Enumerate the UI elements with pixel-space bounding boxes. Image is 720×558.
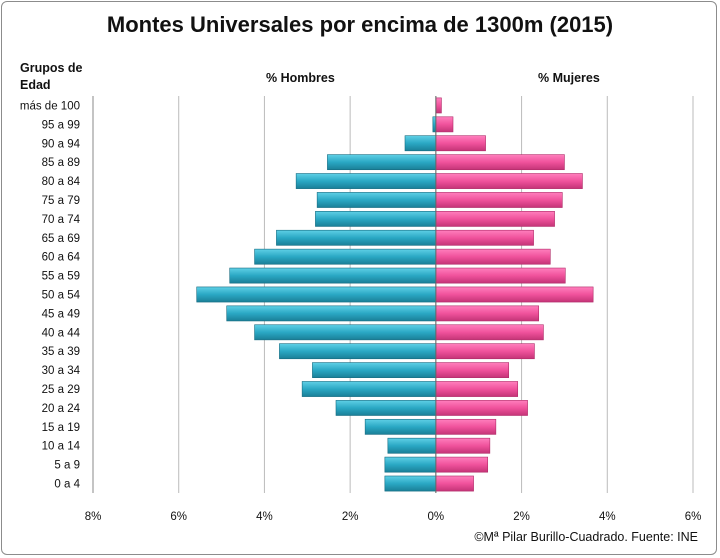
bar-mujeres [435, 475, 474, 492]
bar-mujeres [435, 400, 528, 416]
bar-hombres [364, 418, 437, 435]
x-tick-label: 6% [685, 511, 702, 523]
bar-mujeres [435, 229, 534, 246]
source-footer: ©Mª Pilar Burillo-Cuadrado. Fuente: INE [474, 530, 698, 544]
y-tick-label: 40 a 44 [42, 327, 81, 339]
bar-hombres [384, 475, 437, 492]
y-tick-label: 35 a 39 [42, 346, 80, 358]
y-tick-label: 85 a 89 [42, 157, 80, 169]
y-tick-label: 0 a 4 [54, 479, 80, 491]
y-tick-label: 65 a 69 [42, 233, 80, 245]
bar-hombres [279, 343, 437, 360]
y-tick-label: 10 a 14 [42, 441, 81, 453]
bar-mujeres [435, 381, 519, 397]
y-tick-label: 50 a 54 [42, 290, 81, 302]
y-tick-label: 55 a 59 [42, 271, 80, 283]
chart-title: Montes Universales por encima de 1300m (… [106, 12, 614, 37]
x-tick-label: 4% [256, 511, 273, 523]
y-tick-label: 90 a 94 [42, 138, 81, 150]
bar-hombres [404, 135, 437, 152]
bar-mujeres [435, 418, 497, 435]
y-tick-label: 75 a 79 [42, 195, 80, 207]
bar-mujeres [435, 305, 540, 322]
bar-hombres [229, 267, 437, 284]
bar-mujeres [435, 362, 510, 378]
x-tick-label: 2% [342, 511, 359, 523]
bar-hombres [312, 362, 437, 378]
y-tick-label: 5 a 9 [54, 460, 80, 472]
bar-hombres [196, 286, 437, 303]
y-tick-label: 45 a 49 [42, 308, 80, 320]
bar-mujeres [435, 116, 454, 133]
series-label-mujeres: % Mujeres [538, 71, 600, 85]
bar-hombres [335, 400, 437, 416]
bar-mujeres [435, 192, 563, 208]
bar-mujeres [435, 343, 535, 360]
bar-mujeres [435, 267, 566, 284]
y-axis-label: Grupos de Edad [20, 61, 83, 92]
y-tick-label: 95 a 99 [42, 119, 80, 131]
bar-hombres [327, 154, 437, 171]
series-label-hombres: % Hombres [266, 71, 335, 85]
x-tick-label: 6% [170, 511, 187, 523]
bar-mujeres [435, 97, 442, 114]
bar-hombres [301, 381, 437, 397]
bar-mujeres [435, 173, 583, 189]
bar-hombres [276, 229, 437, 246]
bar-mujeres [435, 286, 594, 303]
x-tick-label: 4% [599, 511, 616, 523]
x-tick-label: 2% [513, 511, 530, 523]
y-tick-label: 80 a 84 [42, 176, 81, 188]
y-tick-label: 20 a 24 [42, 403, 81, 415]
bar-mujeres [435, 154, 565, 171]
y-tick-label: 30 a 34 [42, 365, 81, 377]
y-tick-label: 60 a 64 [42, 252, 81, 264]
y-tick-label: 25 a 29 [42, 384, 80, 396]
x-tick-label: 8% [85, 511, 102, 523]
bar-hombres [387, 437, 437, 454]
bar-hombres [295, 173, 437, 189]
y-tick-label: 15 a 19 [42, 422, 80, 434]
bar-mujeres [435, 248, 551, 265]
bar-hombres [316, 192, 437, 208]
bar-hombres [384, 456, 437, 473]
y-tick-label: 70 a 74 [42, 214, 81, 226]
bar-hombres [254, 248, 437, 265]
y-tick-label: más de 100 [20, 100, 80, 112]
bar-hombres [315, 211, 437, 227]
bar-mujeres [435, 211, 555, 227]
bar-hombres [254, 324, 437, 341]
bar-mujeres [435, 437, 491, 454]
bar-mujeres [435, 456, 489, 473]
x-tick-label: 0% [428, 511, 445, 523]
bar-mujeres [435, 324, 544, 341]
bar-hombres [226, 305, 437, 322]
bar-mujeres [435, 135, 486, 152]
